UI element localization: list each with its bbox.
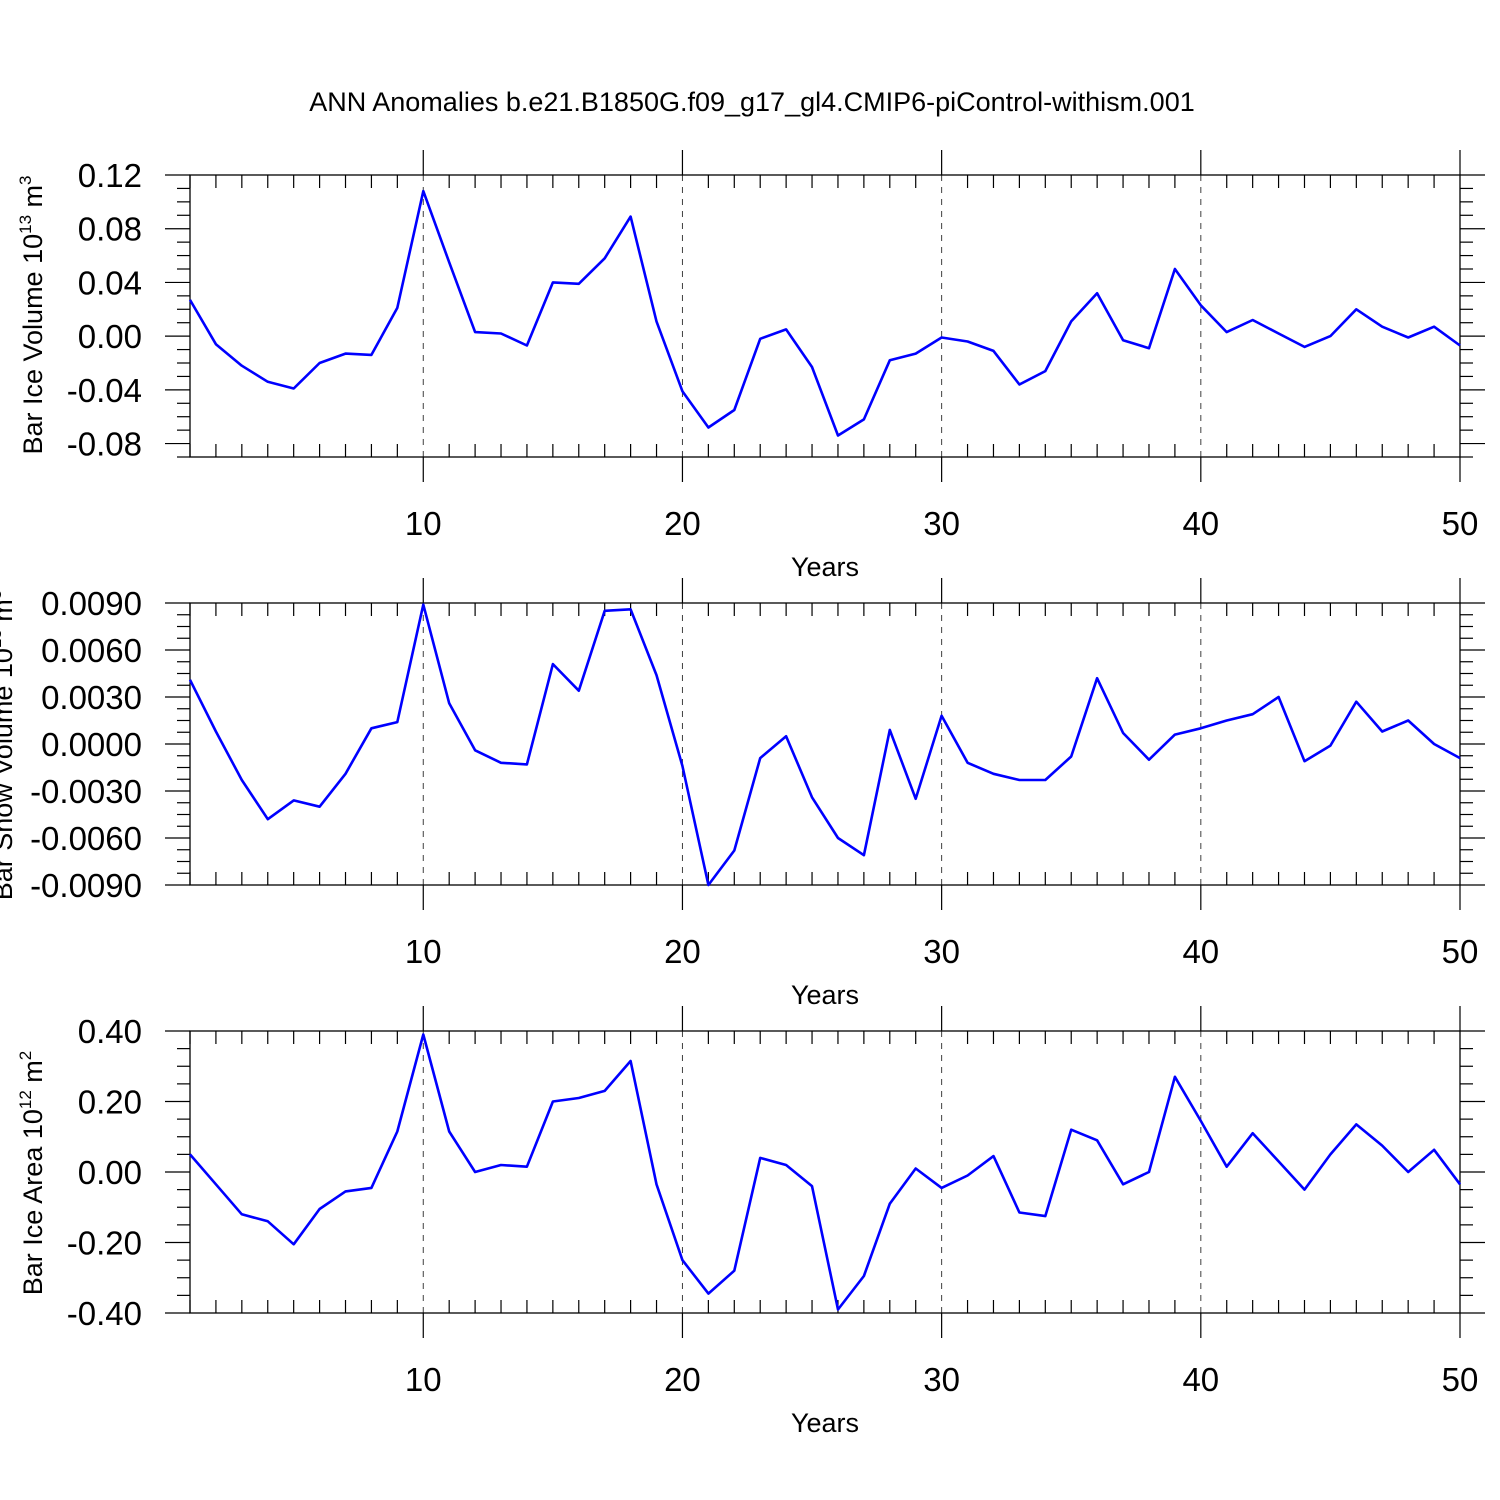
x-tick-label: 20 [664,505,701,542]
x-tick-label: 40 [1182,505,1219,542]
x-tick-label: 50 [1442,1361,1479,1398]
y-axis-label-unit: m [18,185,48,215]
x-tick-label: 10 [405,933,442,970]
panel-snow-volume: Bar Snow Volume 1013 m3 Years 10 20 30 40 50… [0,578,1485,1010]
panel-ice-area: Bar Ice Area 1012 m2 Years 10 20 30 40 50 -0.… [16,1006,1485,1438]
y-tick-label: 0.12 [78,157,142,194]
y-tick-label: -0.0060 [30,820,142,857]
y-tick-label: -0.40 [67,1295,142,1332]
y-tick-label: -0.0090 [30,867,142,904]
series-line [188,189,1461,437]
y-tick-label: 0.04 [78,264,142,301]
y-axis-label: Bar Snow Volume 1013 m3 [0,590,18,901]
y-tick-label: -0.08 [67,426,142,463]
x-tick-label: 10 [405,505,442,542]
x-tick-label: 30 [923,1361,960,1398]
y-axis-label-main: Bar Snow Volume 10 [0,648,18,900]
y-tick-label: 0.00 [78,318,142,355]
x-tick-label: 40 [1182,933,1219,970]
plot-frame [189,1030,1461,1314]
y-tick-label: 0.0000 [41,726,142,763]
y-tick-label: 0.40 [78,1013,142,1050]
y-axis-label-unit-exponent: 2 [16,1051,35,1060]
y-tick-label: 0.0090 [41,585,142,622]
y-tick-label: 0.00 [78,1154,142,1191]
x-axis-label: Years [791,552,859,582]
x-tick-label: 30 [923,505,960,542]
x-tick-label: 20 [664,1361,701,1398]
y-axis-label-main: Bar Ice Volume 10 [18,234,48,455]
y-axis-label-unit-exponent: 3 [16,175,35,184]
y-tick-label: -0.20 [67,1225,142,1262]
series-line [189,1033,1462,1311]
y-tick-label: 0.08 [78,211,142,248]
y-tick-label: -0.04 [67,372,142,409]
x-tick-label: 20 [664,933,701,970]
y-tick-label: -0.0030 [30,773,142,810]
plot-frame [189,174,1461,458]
x-axis-label: Years [791,980,859,1010]
y-axis-label-unit-exponent: 3 [0,590,5,599]
y-axis-label-exponent: 13 [0,629,5,648]
x-tick-label: 40 [1182,1361,1219,1398]
y-tick-label: 0.0030 [41,679,142,716]
series-line [188,603,1461,887]
panel-ice-volume: Bar Ice Volume 1013 m3 Years 10 20 30 40 50 -… [16,150,1485,582]
x-tick-label: 50 [1442,505,1479,542]
y-axis-label: Bar Ice Volume 1013 m3 [16,175,48,454]
y-axis-label-unit: m [0,599,18,629]
y-tick-label: 0.0060 [41,632,142,669]
y-axis-label-main: Bar Ice Area 10 [18,1109,48,1295]
x-axis-label: Years [791,1408,859,1438]
y-axis-label-exponent: 12 [16,1090,35,1109]
y-axis-label-exponent: 13 [16,215,35,234]
x-tick-label: 10 [405,1361,442,1398]
y-axis-label: Bar Ice Area 1012 m2 [16,1051,48,1296]
x-tick-label: 30 [923,933,960,970]
plot-frame [189,602,1461,886]
y-tick-label: 0.20 [78,1084,142,1121]
y-axis-label-unit: m [18,1060,48,1090]
x-tick-label: 50 [1442,933,1479,970]
figure-title: ANN Anomalies b.e21.B1850G.f09_g17_gl4.C… [309,87,1194,117]
